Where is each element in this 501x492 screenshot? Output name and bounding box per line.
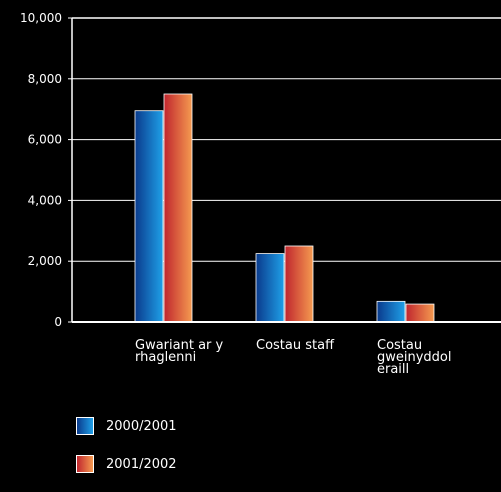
bar-series-2-cat-1 xyxy=(163,93,193,323)
axes xyxy=(68,17,501,323)
legend-swatch-2000-2001 xyxy=(76,417,94,435)
category-label: Costau staff xyxy=(256,338,335,353)
y-tick-label: 0 xyxy=(54,315,62,329)
bar-series-1-cat-2 xyxy=(255,253,285,323)
y-tick-label: 10,000 xyxy=(20,11,62,25)
bar-series-1-cat-3 xyxy=(376,300,406,323)
legend-label-2000-2001: 2000/2001 xyxy=(106,418,177,434)
y-tick-label: 2,000 xyxy=(28,254,62,268)
bar-chart: 0 2,000 4,000 6,000 8,000 10,000 Gwariant ar … xyxy=(20,11,501,377)
legend-swatch-2001-2002 xyxy=(76,455,94,473)
category-label: Costau gweinyddol eraill xyxy=(377,338,452,377)
y-tick-label: 6,000 xyxy=(28,133,62,147)
legend-item-2000-2001: 2000/2001 xyxy=(76,416,177,436)
bar-series-2-cat-3 xyxy=(405,303,435,323)
bar-series-2-cat-2 xyxy=(284,245,314,323)
y-tick-labels: 0 2,000 4,000 6,000 8,000 10,000 xyxy=(20,11,62,329)
legend: 2000/2001 2001/2002 xyxy=(76,416,177,492)
category-labels: Gwariant ar y rhaglenni Costau staff Costau… xyxy=(135,338,452,377)
legend-item-2001-2002: 2001/2002 xyxy=(76,454,177,474)
y-tick-label: 8,000 xyxy=(28,72,62,86)
y-tick-label: 4,000 xyxy=(28,193,62,207)
category-label: Gwariant ar y rhaglenni xyxy=(135,338,224,365)
bars xyxy=(134,93,435,323)
legend-label-2001-2002: 2001/2002 xyxy=(106,456,177,472)
bar-series-1-cat-1 xyxy=(134,110,164,323)
